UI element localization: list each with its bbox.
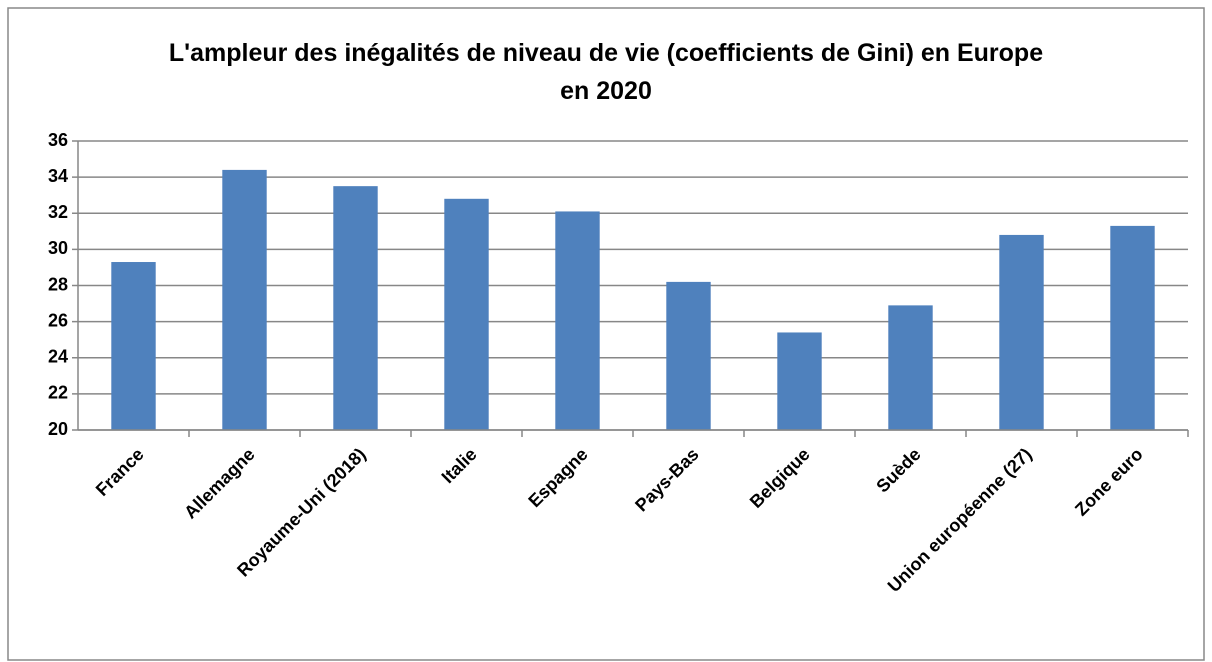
y-tick-label: 20 [48,419,68,439]
y-tick-label: 24 [48,347,68,367]
bar [777,332,822,430]
x-tick-label: Espagne [524,444,591,511]
bar [999,234,1044,430]
x-tick-label: Allemagne [180,444,259,523]
bar [1110,225,1155,430]
x-tick-label: Belgique [746,444,814,512]
x-tick-label: Suède [872,444,924,496]
chart-border [7,7,1205,661]
x-tick-label: Royaume-Uni (2018) [233,444,370,581]
y-tick-label: 26 [48,310,68,330]
bar [555,211,600,430]
bar [666,281,711,430]
y-tick-label: 34 [48,166,68,186]
y-tick-label: 32 [48,202,68,222]
x-tick-label: Zone euro [1071,444,1147,520]
bar [333,186,378,430]
y-tick-label: 22 [48,383,68,403]
y-tick-label: 30 [48,238,68,258]
x-tick-label: Pays-Bas [631,444,702,515]
bar [444,198,489,430]
x-tick-label: Italie [438,444,481,487]
bar [888,305,933,430]
y-tick-label: 36 [48,130,68,150]
y-tick-label: 28 [48,274,68,294]
chart-title: L'ampleur des inégalités de niveau de vi… [168,39,1044,105]
bar [111,262,156,430]
bar [222,169,267,430]
x-tick-label: France [92,444,148,500]
